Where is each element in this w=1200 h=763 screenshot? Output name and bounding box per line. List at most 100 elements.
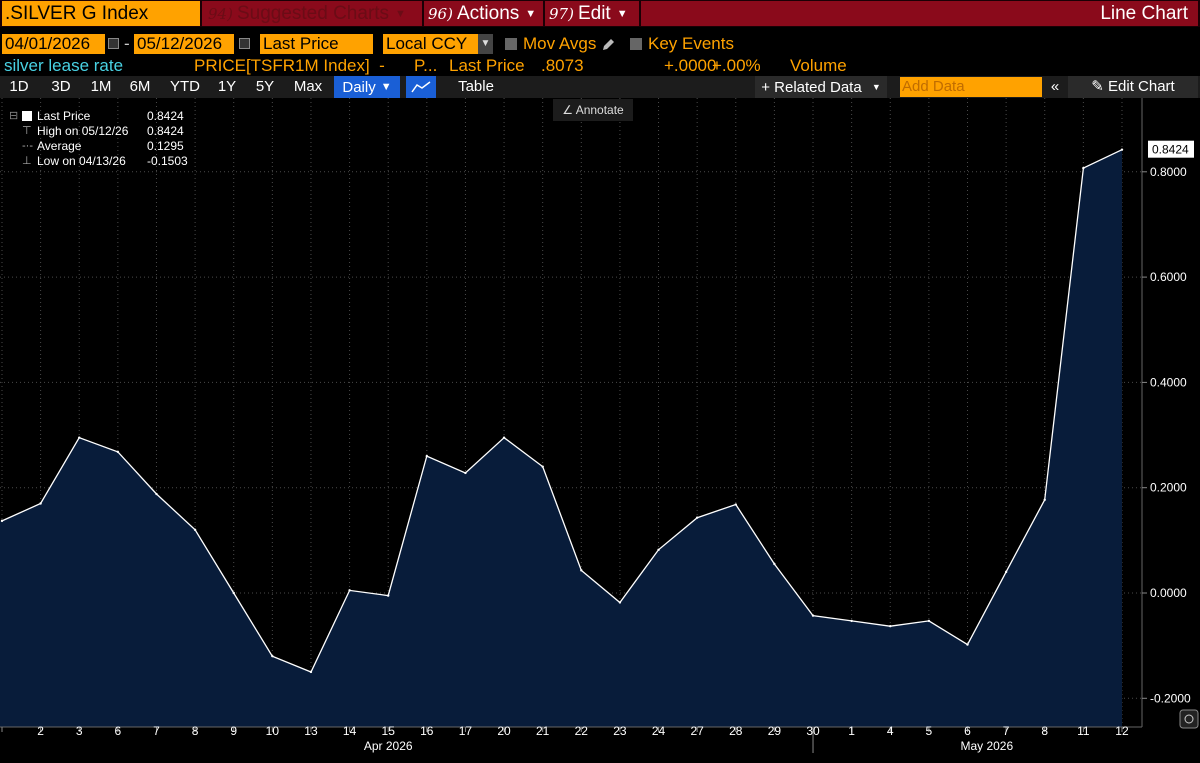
start-date-input[interactable]: 04/01/2026 bbox=[2, 34, 105, 54]
calendar-icon[interactable] bbox=[108, 38, 119, 49]
period-1y-button[interactable]: 1Y bbox=[217, 78, 237, 95]
x-tick-label: 6 bbox=[964, 724, 971, 738]
annotate-label: Annotate bbox=[575, 103, 624, 117]
x-tick-label: 9 bbox=[230, 724, 237, 738]
period-3d-button[interactable]: 3D bbox=[51, 78, 71, 95]
price-field-select[interactable]: Last Price bbox=[260, 34, 373, 54]
key-events-checkbox[interactable] bbox=[630, 38, 642, 50]
annotate-pencil-icon: ∠ bbox=[562, 103, 574, 117]
mov-avgs-checkbox[interactable] bbox=[505, 38, 517, 50]
chevron-down-icon: ▼ bbox=[871, 82, 881, 92]
x-tick-label: 21 bbox=[536, 724, 550, 738]
x-tick-label: 8 bbox=[1041, 724, 1048, 738]
series-formula-truncated: P... bbox=[414, 56, 438, 75]
data-point bbox=[464, 471, 467, 475]
table-button[interactable]: Table bbox=[458, 78, 494, 95]
month-label: Apr 2026 bbox=[364, 739, 413, 753]
last-value-flag bbox=[1148, 140, 1194, 158]
x-tick-label: 17 bbox=[459, 724, 473, 738]
data-point bbox=[1004, 570, 1008, 574]
legend-average-value: 0.1295 bbox=[147, 139, 184, 153]
x-tick-label: 11 bbox=[1077, 724, 1090, 738]
legend-last-label: Last Price bbox=[37, 109, 91, 123]
frequency-label: Daily bbox=[342, 79, 376, 96]
actions-label: Actions bbox=[456, 3, 520, 24]
annotate-button[interactable]: ∠ Annotate bbox=[553, 99, 633, 121]
pencil-icon: ✎ bbox=[1091, 78, 1104, 95]
data-point bbox=[271, 654, 274, 658]
suggested-charts-number: 94) bbox=[208, 5, 233, 23]
collapse-box-icon[interactable]: ⊟ bbox=[9, 110, 19, 122]
legend-last-value: 0.8424 bbox=[147, 109, 184, 123]
chevron-down-icon: ▼ bbox=[525, 8, 537, 20]
data-point bbox=[657, 548, 660, 552]
edit-label: Edit bbox=[577, 3, 611, 24]
legend-high-label: High on 05/12/26 bbox=[37, 124, 129, 138]
end-date-input[interactable]: 05/12/2026 bbox=[134, 34, 234, 54]
plus-icon: + bbox=[761, 79, 770, 96]
price-change: +.0000 bbox=[664, 56, 717, 75]
period-1m-button[interactable]: 1M bbox=[90, 78, 112, 95]
y-tick-label: 0.0000 bbox=[1150, 586, 1187, 600]
series-name: silver lease rate bbox=[4, 56, 124, 75]
data-point bbox=[1082, 166, 1085, 170]
data-point bbox=[889, 624, 892, 628]
edit-menu[interactable]: 97) Edit ▼ bbox=[545, 1, 639, 26]
low-marker-icon: ⊥ bbox=[22, 155, 32, 167]
x-tick-label: 6 bbox=[115, 724, 122, 738]
data-point bbox=[193, 528, 197, 532]
x-tick-label: 15 bbox=[382, 724, 396, 738]
x-tick-label: 7 bbox=[1003, 724, 1010, 738]
date-separator: - bbox=[124, 34, 130, 53]
data-point bbox=[1120, 148, 1124, 151]
line-chart-icon bbox=[411, 81, 431, 93]
suggested-charts-label: Suggested Charts bbox=[236, 3, 390, 24]
actions-menu[interactable]: 96) Actions ▼ bbox=[424, 1, 543, 26]
period-1d-button[interactable]: 1D bbox=[9, 78, 29, 95]
calendar-icon[interactable] bbox=[239, 38, 250, 49]
average-marker-icon: -·- bbox=[22, 140, 33, 152]
data-point bbox=[695, 516, 699, 519]
data-point bbox=[116, 450, 120, 454]
related-data-button[interactable]: + Related Data ▼ bbox=[755, 76, 887, 98]
y-tick-label: 0.8000 bbox=[1150, 165, 1187, 179]
data-point bbox=[966, 643, 969, 646]
legend-low-label: Low on 04/13/26 bbox=[37, 154, 126, 168]
period-max-button[interactable]: Max bbox=[293, 78, 323, 95]
currency-select[interactable]: Local CCY bbox=[383, 34, 478, 54]
edit-chart-button[interactable]: ✎ Edit Chart bbox=[1068, 76, 1198, 98]
price-change-pct: +.00% bbox=[712, 56, 761, 75]
last-value-label: 0.8424 bbox=[1152, 143, 1189, 157]
data-point bbox=[734, 503, 737, 506]
y-tick-label: 0.2000 bbox=[1150, 481, 1187, 495]
legend-high-value: 0.8424 bbox=[147, 124, 184, 138]
security-field[interactable]: .SILVER G Index bbox=[2, 1, 200, 26]
edit-chart-label: Edit Chart bbox=[1108, 78, 1175, 95]
related-data-label: Related Data bbox=[774, 79, 862, 96]
period-6m-button[interactable]: 6M bbox=[129, 78, 151, 95]
data-point bbox=[0, 519, 4, 523]
series-line bbox=[1, 149, 1123, 673]
x-tick-label: 12 bbox=[1115, 724, 1129, 738]
legend-average-label: Average bbox=[37, 139, 82, 153]
frequency-select[interactable]: Daily ▼ bbox=[334, 76, 400, 98]
actions-number: 96) bbox=[428, 5, 453, 23]
collapse-icon[interactable]: « bbox=[1050, 78, 1060, 95]
add-data-input[interactable]: Add Data bbox=[900, 77, 1042, 97]
x-tick-label: 3 bbox=[76, 724, 83, 738]
chevron-down-icon[interactable]: ▼ bbox=[478, 34, 493, 54]
chart-settings-icon[interactable] bbox=[1179, 709, 1199, 729]
data-point bbox=[348, 589, 351, 592]
data-point bbox=[541, 465, 544, 468]
x-tick-label: 13 bbox=[304, 724, 318, 738]
data-point bbox=[78, 436, 81, 439]
last-price-value: .8073 bbox=[541, 56, 584, 75]
chevron-down-icon: ▼ bbox=[616, 8, 628, 20]
pencil-icon[interactable] bbox=[601, 38, 615, 52]
period-ytd-button[interactable]: YTD bbox=[170, 78, 200, 95]
mov-avgs-label: Mov Avgs bbox=[523, 34, 597, 53]
line-chart-button[interactable] bbox=[406, 76, 436, 98]
period-5y-button[interactable]: 5Y bbox=[255, 78, 275, 95]
suggested-charts-menu[interactable]: 94) Suggested Charts ▼ bbox=[202, 1, 422, 26]
